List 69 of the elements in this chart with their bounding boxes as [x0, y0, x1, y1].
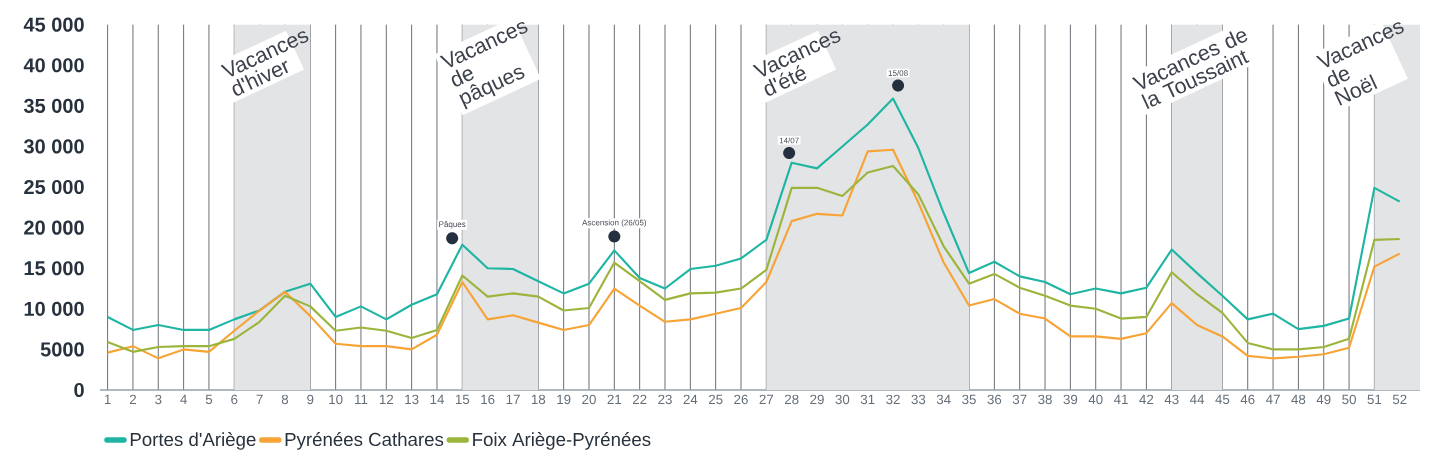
x-tick-label: 35	[962, 394, 976, 405]
x-tick-label: 26	[734, 394, 748, 405]
x-tick-label: 37	[1012, 394, 1027, 405]
y-tick-label: 10 000	[24, 301, 84, 316]
legend-label: Foix Ariège-Pyrénées	[473, 432, 651, 450]
annotation: 15/08	[888, 70, 908, 76]
x-tick-label: 41	[1113, 394, 1128, 404]
x-tick-label: 4	[180, 394, 187, 404]
x-tick-label: 10	[329, 394, 343, 405]
x-tick-label: 32	[886, 394, 900, 405]
x-tick-label: 2	[129, 394, 136, 405]
x-tick-label: 1	[104, 394, 111, 404]
x-tick-label: 15	[455, 394, 470, 405]
x-tick-label: 20	[582, 394, 596, 405]
x-tick-label: 11	[355, 394, 368, 404]
x-tick-label: 34	[936, 394, 951, 405]
annotation: 14/07	[779, 137, 799, 144]
x-tick-label: 12	[379, 394, 394, 405]
x-tick-label: 40	[1088, 394, 1103, 405]
x-tick-label: 19	[557, 394, 571, 405]
x-tick-label: 31	[860, 394, 875, 405]
x-tick-label: 42	[1139, 394, 1154, 405]
x-tick-label: 47	[1265, 394, 1280, 404]
x-tick-label: 33	[911, 394, 926, 405]
y-tick-label: 40 000	[23, 58, 84, 73]
x-tick-label: 43	[1164, 394, 1179, 405]
y-tick-label: 0	[74, 382, 84, 398]
y-tick-label: 15 000	[24, 261, 84, 276]
annotation: Ascension (26/05)	[582, 219, 647, 227]
x-tick-label: 51	[1367, 394, 1382, 405]
annotation: Pâques	[439, 221, 466, 229]
legend-label: Portes d'Ariège	[130, 432, 256, 450]
x-tick-label: 44	[1189, 394, 1205, 404]
x-tick-label: 21	[607, 394, 622, 405]
x-tick-label: 52	[1392, 394, 1407, 405]
x-tick-label: 17	[506, 394, 520, 404]
x-tick-label: 6	[231, 394, 238, 405]
x-tick-label: 25	[708, 394, 723, 405]
x-tick-label: 5	[205, 394, 213, 405]
x-tick-label: 27	[759, 394, 774, 405]
legend-label: Pyrénées Cathares	[285, 432, 444, 450]
x-tick-label: 7	[256, 394, 263, 404]
x-tick-label: 36	[987, 394, 1002, 405]
y-tick-label: 20 000	[24, 220, 84, 235]
y-tick-label: 45 000	[23, 17, 84, 32]
x-tick-label: 9	[307, 394, 314, 405]
x-tick-label: 22	[632, 394, 647, 405]
x-tick-label: 24	[683, 394, 698, 405]
y-tick-label: 5000	[40, 342, 84, 357]
x-tick-label: 46	[1240, 394, 1255, 405]
x-tick-label: 14	[430, 394, 444, 404]
x-tick-label: 29	[810, 394, 824, 405]
x-tick-label: 3	[155, 394, 162, 405]
y-tick-label: 25 000	[24, 179, 84, 195]
x-tick-label: 30	[835, 394, 850, 405]
x-tick-label: 23	[658, 394, 672, 405]
x-tick-label: 49	[1316, 394, 1331, 405]
x-tick-label: 18	[531, 394, 546, 405]
y-tick-label: 30 000	[23, 139, 84, 154]
x-tick-label: 39	[1063, 394, 1078, 405]
x-tick-label: 50	[1342, 394, 1356, 405]
x-tick-label: 8	[281, 394, 289, 405]
y-tick-label: 35 000	[23, 98, 84, 113]
x-tick-label: 16	[481, 394, 495, 405]
x-tick-label: 28	[784, 394, 799, 405]
x-tick-label: 13	[405, 394, 419, 405]
x-tick-label: 38	[1038, 394, 1052, 405]
x-tick-label: 45	[1215, 394, 1230, 405]
x-tick-label: 48	[1291, 394, 1306, 405]
